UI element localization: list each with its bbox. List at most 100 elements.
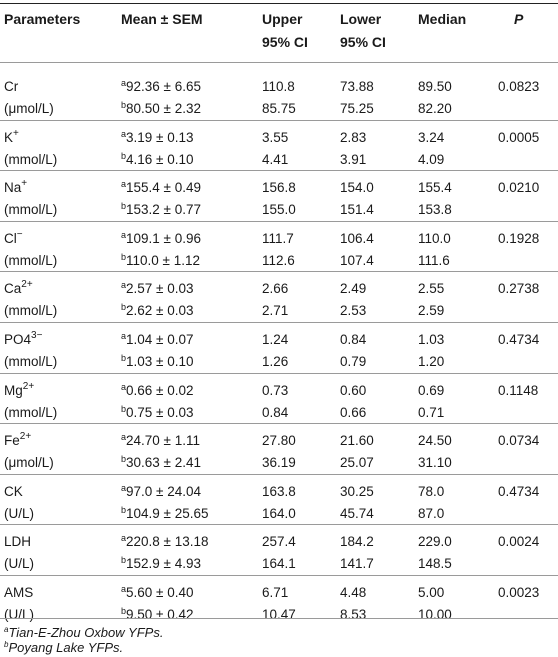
- upper-ci-b: 2.71: [262, 303, 289, 319]
- lower-ci-b: 25.07: [340, 455, 374, 471]
- parameter-symbol: Cl: [4, 230, 17, 246]
- median-a: 155.4: [418, 180, 452, 196]
- header-mean-sem: Mean ± SEM: [121, 11, 203, 27]
- parameter-symbol: LDH: [4, 534, 32, 550]
- header-median: Median: [418, 11, 467, 27]
- parameter-unit: (mmol/L): [4, 354, 58, 369]
- table-row: Fe2+ (μmol/L) a24.70 ± 1.11 27.80 21.60 24.50…: [0, 425, 558, 476]
- p-value: 0.0823: [498, 79, 540, 94]
- group-marker: a: [121, 533, 127, 544]
- ion-charge: −: [16, 228, 23, 240]
- upper-ci-a: 156.8: [262, 180, 296, 196]
- parameter-name: Na+: [4, 177, 27, 198]
- table-row: LDH (U/L) a220.8 ± 13.18 257.4 184.2 229.0 b15…: [0, 526, 558, 577]
- parameter-unit: (mmol/L): [4, 151, 58, 167]
- parameter-unit: (U/L): [4, 607, 34, 622]
- mean-sem-b: b0.75 ± 0.03: [121, 402, 193, 423]
- table-top-rule: [0, 3, 558, 4]
- upper-ci-a: 1.24: [262, 332, 289, 347]
- lower-ci-a: 184.2: [340, 534, 374, 550]
- mean-sem-b: b104.9 ± 25.65: [121, 503, 209, 524]
- group-marker: b: [121, 201, 127, 212]
- mean-sem-a: a5.60 ± 0.40: [121, 582, 193, 603]
- parameter-unit: (U/L): [4, 505, 34, 521]
- lower-ci-a: 2.83: [340, 129, 367, 145]
- mean-sem-a: a3.19 ± 0.13: [121, 127, 193, 148]
- mean-sem-value: 92.36 ± 6.65: [126, 79, 201, 94]
- median-b: 153.8: [418, 202, 452, 218]
- parameter-name: LDH: [4, 531, 31, 552]
- upper-ci-a: 110.8: [262, 79, 295, 94]
- table-row: CK (U/L) a97.0 ± 24.04 163.8 30.25 78.0 b104.9…: [0, 476, 558, 527]
- mean-sem-a: a155.4 ± 0.49: [121, 177, 201, 198]
- mean-sem-value: 4.16 ± 0.10: [126, 151, 194, 167]
- group-marker: b: [121, 454, 127, 465]
- mean-sem-value: 1.04 ± 0.07: [126, 332, 194, 347]
- parameter-name: Ca2+: [4, 278, 33, 299]
- mean-sem-b: b30.63 ± 2.41: [121, 452, 201, 473]
- group-marker: a: [121, 78, 127, 88]
- table-row: Mg2+ (mmol/L) a0.66 ± 0.02 0.73 0.60 0.69 b0.7…: [0, 375, 558, 426]
- group-marker: b: [121, 251, 127, 262]
- mean-sem-b: b1.03 ± 0.10: [121, 351, 193, 372]
- upper-ci-a: 0.73: [262, 382, 289, 398]
- row-divider: [0, 423, 558, 425]
- mean-sem-value: 1.03 ± 0.10: [126, 354, 194, 369]
- mean-sem-value: 5.60 ± 0.40: [126, 585, 194, 600]
- upper-ci-b: 164.1: [262, 556, 296, 572]
- header-upper-ci: 95% CI: [262, 34, 308, 50]
- row-divider: [0, 575, 558, 576]
- median-a: 3.24: [418, 129, 445, 145]
- mean-sem-value: 2.62 ± 0.03: [126, 303, 194, 319]
- upper-ci-a: 3.55: [262, 129, 289, 145]
- upper-ci-b: 112.6: [262, 252, 295, 268]
- row-divider: [0, 220, 558, 222]
- group-marker: b: [121, 504, 127, 515]
- lower-ci-b: 3.91: [340, 151, 367, 167]
- parameter-unit: (μmol/L): [4, 101, 54, 116]
- lower-ci-b: 0.66: [340, 404, 367, 420]
- median-a: 1.03: [418, 332, 445, 347]
- table-row: Ca2+ (mmol/L) a2.57 ± 0.03 2.66 2.49 2.55 b2.6…: [0, 273, 558, 324]
- parameter-name: AMS: [4, 582, 33, 603]
- parameter-unit: (U/L): [4, 556, 34, 572]
- table-row: Cl− (mmol/L) a109.1 ± 0.96 111.7 106.4 110.0 b…: [0, 223, 558, 274]
- parameter-symbol: PO4: [4, 332, 32, 347]
- lower-ci-b: 8.53: [340, 607, 367, 622]
- group-marker: a: [121, 179, 127, 190]
- row-divider: [0, 271, 558, 273]
- table-row: Cr (μmol/L) a92.36 ± 6.65 110.8 73.88 89.50 b8…: [0, 71, 558, 122]
- mean-sem-value: 0.75 ± 0.03: [126, 404, 194, 420]
- ion-charge: 2+: [21, 279, 33, 291]
- median-a: 2.55: [418, 281, 445, 297]
- table-row: K+ (mmol/L) a3.19 ± 0.13 3.55 2.83 3.24 b4.16 …: [0, 122, 558, 173]
- mean-sem-value: 104.9 ± 25.65: [126, 505, 209, 521]
- median-b: 1.20: [418, 354, 445, 369]
- median-b: 148.5: [418, 556, 452, 572]
- group-marker: b: [121, 100, 127, 110]
- upper-ci-a: 6.71: [262, 585, 289, 600]
- lower-ci-a: 4.48: [340, 585, 367, 600]
- median-a: 0.69: [418, 382, 445, 398]
- p-value: 0.1928: [498, 230, 540, 246]
- parameter-unit: (mmol/L): [4, 303, 58, 319]
- median-b: 2.59: [418, 303, 445, 319]
- upper-ci-a: 111.7: [262, 230, 294, 246]
- mean-sem-value: 220.8 ± 13.18: [126, 534, 209, 550]
- p-value: 0.0210: [498, 180, 540, 196]
- upper-ci-b: 164.0: [262, 505, 296, 521]
- parameter-name: Fe2+: [4, 430, 31, 451]
- group-marker: b: [121, 555, 127, 566]
- lower-ci-a: 21.60: [340, 433, 374, 449]
- median-a: 78.0: [418, 483, 445, 499]
- upper-ci-b: 36.19: [262, 455, 296, 471]
- median-b: 87.0: [418, 505, 445, 521]
- mean-sem-value: 9.50 ± 0.42: [126, 607, 194, 622]
- lower-ci-b: 45.74: [340, 505, 374, 521]
- median-a: 89.50: [418, 79, 452, 94]
- group-marker: a: [121, 280, 127, 291]
- parameter-unit: (mmol/L): [4, 252, 58, 268]
- median-b: 111.6: [418, 252, 450, 268]
- group-marker: b: [121, 403, 127, 414]
